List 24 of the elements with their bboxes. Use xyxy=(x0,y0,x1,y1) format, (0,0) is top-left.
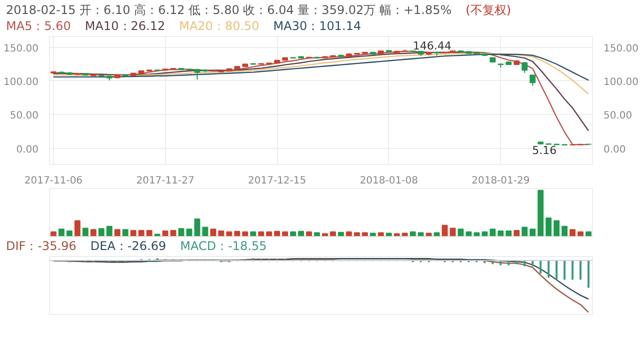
y2-tick-label: 100.00 xyxy=(604,76,638,88)
x-tick-label: 2018-01-08 xyxy=(360,176,418,186)
x-tick-label: 2017-11-06 xyxy=(24,176,83,186)
y-tick-label: 150.00 xyxy=(4,43,39,54)
annotation: 5.16 xyxy=(532,144,557,157)
annotation: 146.44 xyxy=(412,40,452,53)
text: MA10：26.12 xyxy=(84,19,166,33)
x-tick-label: 2017-11-27 xyxy=(136,176,194,186)
y2-tick-label: 150.00 xyxy=(604,43,638,54)
y-tick-label: 50.00 xyxy=(10,110,39,122)
text: MACD：-18.55 xyxy=(180,239,267,253)
y-tick-label: 0.00 xyxy=(16,144,38,156)
text: MA30：101.14 xyxy=(273,19,362,33)
text: MA5：5.60 xyxy=(6,19,71,33)
text: DIF：-35.96 xyxy=(6,239,76,253)
chart-subtitle: (不复权) xyxy=(466,3,512,17)
chart-title: 2018-02-15 开：6.10 高：6.12 低：5.80 收：6.04 量：359.02万 幅：+1.85% xyxy=(6,3,452,17)
y2-tick-label: 0.00 xyxy=(604,144,626,156)
text: DEA：-26.69 xyxy=(90,239,166,253)
x-tick-label: 2018-01-29 xyxy=(472,176,530,186)
text: MA20：80.50 xyxy=(179,19,260,33)
y-tick-label: 100.00 xyxy=(4,76,39,88)
x-tick-label: 2017-12-15 xyxy=(248,176,306,186)
y2-tick-label: 50.00 xyxy=(604,110,632,122)
